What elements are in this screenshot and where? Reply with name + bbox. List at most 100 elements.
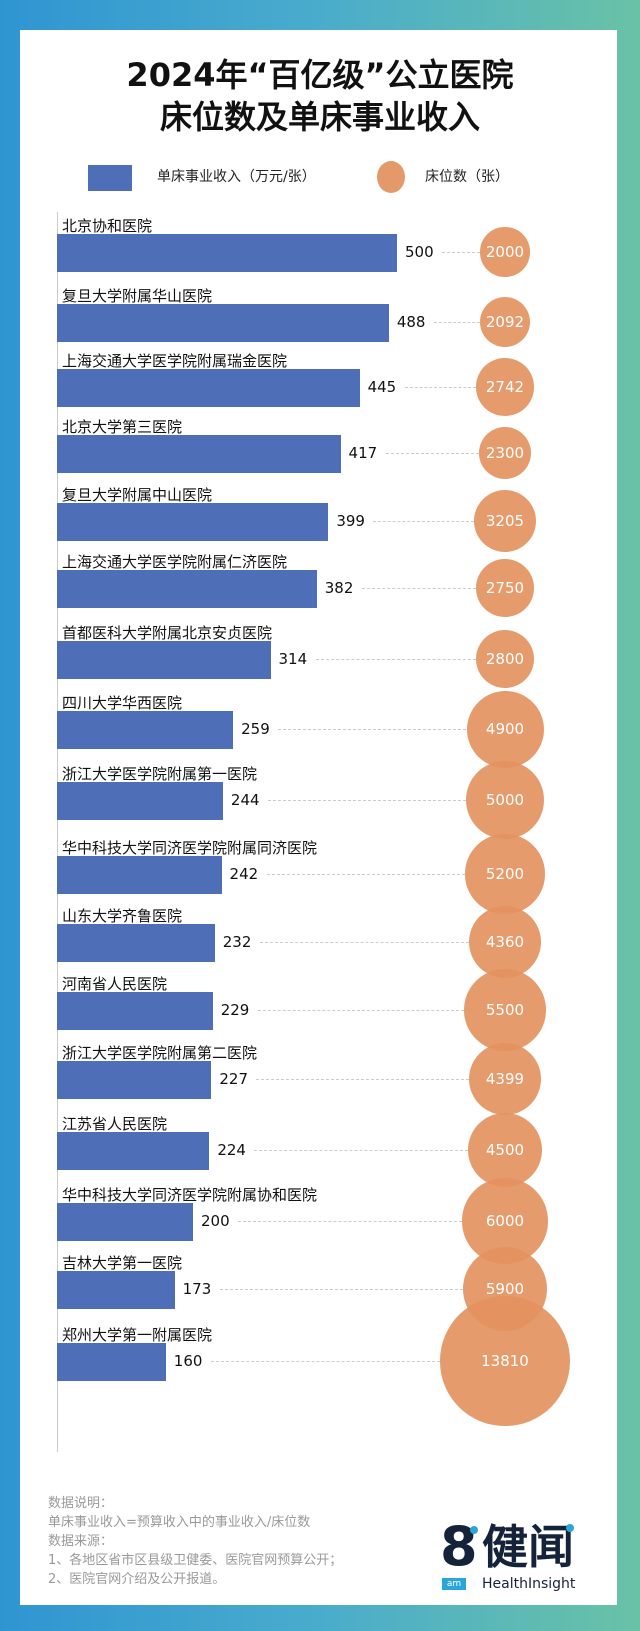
revenue-value: 227: [219, 1070, 248, 1088]
revenue-bar: [57, 992, 213, 1030]
hospital-name: 北京大学第三医院: [62, 418, 183, 436]
leader-line: [442, 252, 481, 253]
leader-line: [267, 800, 467, 801]
bed-count-bubble: 2750: [476, 559, 534, 617]
revenue-bar: [57, 1271, 175, 1309]
hospital-name: 上海交通大学医学院附属瑞金医院: [62, 352, 288, 370]
revenue-value: 232: [222, 933, 252, 951]
healthinsight-logo: 8 健闻 am HealthInsight: [440, 1520, 590, 1593]
bed-count-bubble: 2000: [480, 227, 530, 277]
revenue-bar: [57, 234, 397, 272]
revenue-bar: [57, 1061, 212, 1099]
title-line-2: 床位数及单床事业收入: [159, 98, 480, 136]
revenue-bar: [57, 924, 215, 962]
bed-count-bubble: 2092: [479, 296, 531, 348]
legend-circle-swatch: [377, 161, 405, 193]
revenue-value: 173: [182, 1280, 212, 1298]
hospital-name: 山东大学齐鲁医院: [62, 907, 183, 925]
revenue-value: 229: [220, 1001, 250, 1019]
hospital-name: 四川大学华西医院: [62, 694, 183, 712]
bed-count-bubble: 2800: [475, 629, 535, 689]
hospital-name: 浙江大学医学院附属第一医院: [62, 765, 258, 783]
revenue-value: 242: [229, 865, 259, 883]
revenue-value: 259: [241, 720, 270, 738]
leader-line: [385, 453, 479, 454]
leader-line: [257, 1010, 465, 1011]
bed-count-bubble: 2300: [478, 426, 532, 480]
revenue-bar: [57, 435, 341, 473]
bed-count-bubble: 5500: [464, 969, 546, 1051]
revenue-bar: [57, 304, 389, 342]
revenue-bar: [57, 570, 317, 608]
leader-line: [238, 1221, 463, 1222]
logo-dot-icon: [470, 1526, 478, 1534]
bed-count-bubble: 5200: [465, 834, 545, 914]
leader-line: [433, 322, 480, 323]
leader-line: [219, 1289, 463, 1290]
revenue-value: 500: [405, 243, 434, 261]
revenue-value: 382: [324, 579, 354, 597]
chart-title: 2024年“百亿级”公立医院 床位数及单床事业收入: [0, 54, 640, 138]
revenue-bar: [57, 782, 223, 820]
revenue-value: 244: [230, 791, 260, 809]
logo-chinese: 健闻: [482, 1520, 574, 1574]
notes-line-3: 数据来源：: [48, 1534, 114, 1549]
leader-line: [210, 1361, 441, 1362]
notes-line-1: 数据说明：: [48, 1496, 114, 1511]
leader-line: [361, 588, 477, 589]
leader-line: [259, 942, 469, 943]
hospital-name: 华中科技大学同济医学院附属协和医院: [62, 1186, 318, 1204]
revenue-bar: [57, 503, 329, 541]
logo-english: HealthInsight: [482, 1576, 576, 1592]
y-axis-line: [57, 212, 58, 1452]
leader-line: [278, 729, 467, 730]
revenue-bar: [57, 1132, 210, 1170]
revenue-value: 200: [201, 1212, 230, 1230]
revenue-value: 399: [336, 512, 365, 530]
bed-count-bubble: 3205: [473, 489, 537, 553]
bed-count-bubble: 4360: [468, 905, 542, 979]
revenue-bar: [57, 641, 271, 679]
logo-dot-icon: [566, 1524, 574, 1532]
bed-count-bubble: 5000: [466, 761, 544, 839]
bed-count-bubble: 4500: [468, 1113, 542, 1187]
bed-count-bubble: 4399: [468, 1042, 542, 1116]
leader-line: [315, 659, 476, 660]
leader-line: [266, 874, 466, 875]
hospital-name: 北京协和医院: [62, 217, 153, 235]
revenue-bar: [57, 1203, 193, 1241]
logo-am-badge: am: [442, 1578, 466, 1590]
hospital-name: 复旦大学附属中山医院: [62, 486, 213, 504]
revenue-value: 224: [217, 1141, 246, 1159]
leader-line: [404, 387, 477, 388]
revenue-value: 488: [396, 313, 426, 331]
bed-count-bubble: 4900: [466, 690, 544, 768]
revenue-value: 417: [348, 444, 378, 462]
legend-bar-swatch: [88, 165, 132, 191]
legend-circle-label: 床位数（张）: [425, 169, 509, 185]
hospital-name: 江苏省人民医院: [62, 1115, 168, 1133]
revenue-value: 160: [173, 1352, 203, 1370]
revenue-bar: [57, 1343, 166, 1381]
leader-line: [254, 1150, 469, 1151]
hospital-name: 上海交通大学医学院附属仁济医院: [62, 553, 288, 571]
notes-line-2: 单床事业收入=预算收入中的事业收入/床位数: [48, 1515, 311, 1530]
leader-line: [256, 1079, 469, 1080]
hospital-name: 华中科技大学同济医学院附属同济医院: [62, 839, 318, 857]
revenue-value: 445: [367, 378, 397, 396]
title-line-1: 2024年“百亿级”公立医院: [126, 56, 514, 94]
hospital-name: 河南省人民医院: [62, 975, 168, 993]
hospital-name: 浙江大学医学院附属第二医院: [62, 1044, 258, 1062]
bed-count-bubble: 2742: [476, 358, 534, 416]
hospital-name: 复旦大学附属华山医院: [62, 287, 213, 305]
revenue-value: 314: [278, 650, 308, 668]
notes-line-5: 2、医院官网介绍及公开报道。: [48, 1572, 226, 1587]
leader-line: [373, 521, 474, 522]
bed-count-bubble: 13810: [440, 1296, 570, 1426]
hospital-name: 首都医科大学附属北京安贞医院: [62, 624, 273, 642]
notes-line-4: 1、各地区省市区县级卫健委、医院官网预算公开；: [48, 1553, 343, 1568]
hospital-name: 郑州大学第一附属医院: [62, 1326, 213, 1344]
data-notes: 数据说明： 单床事业收入=预算收入中的事业收入/床位数 数据来源： 1、各地区省…: [48, 1494, 342, 1589]
legend-bar-label: 单床事业收入（万元/张）: [157, 169, 316, 185]
revenue-bar: [57, 711, 234, 749]
